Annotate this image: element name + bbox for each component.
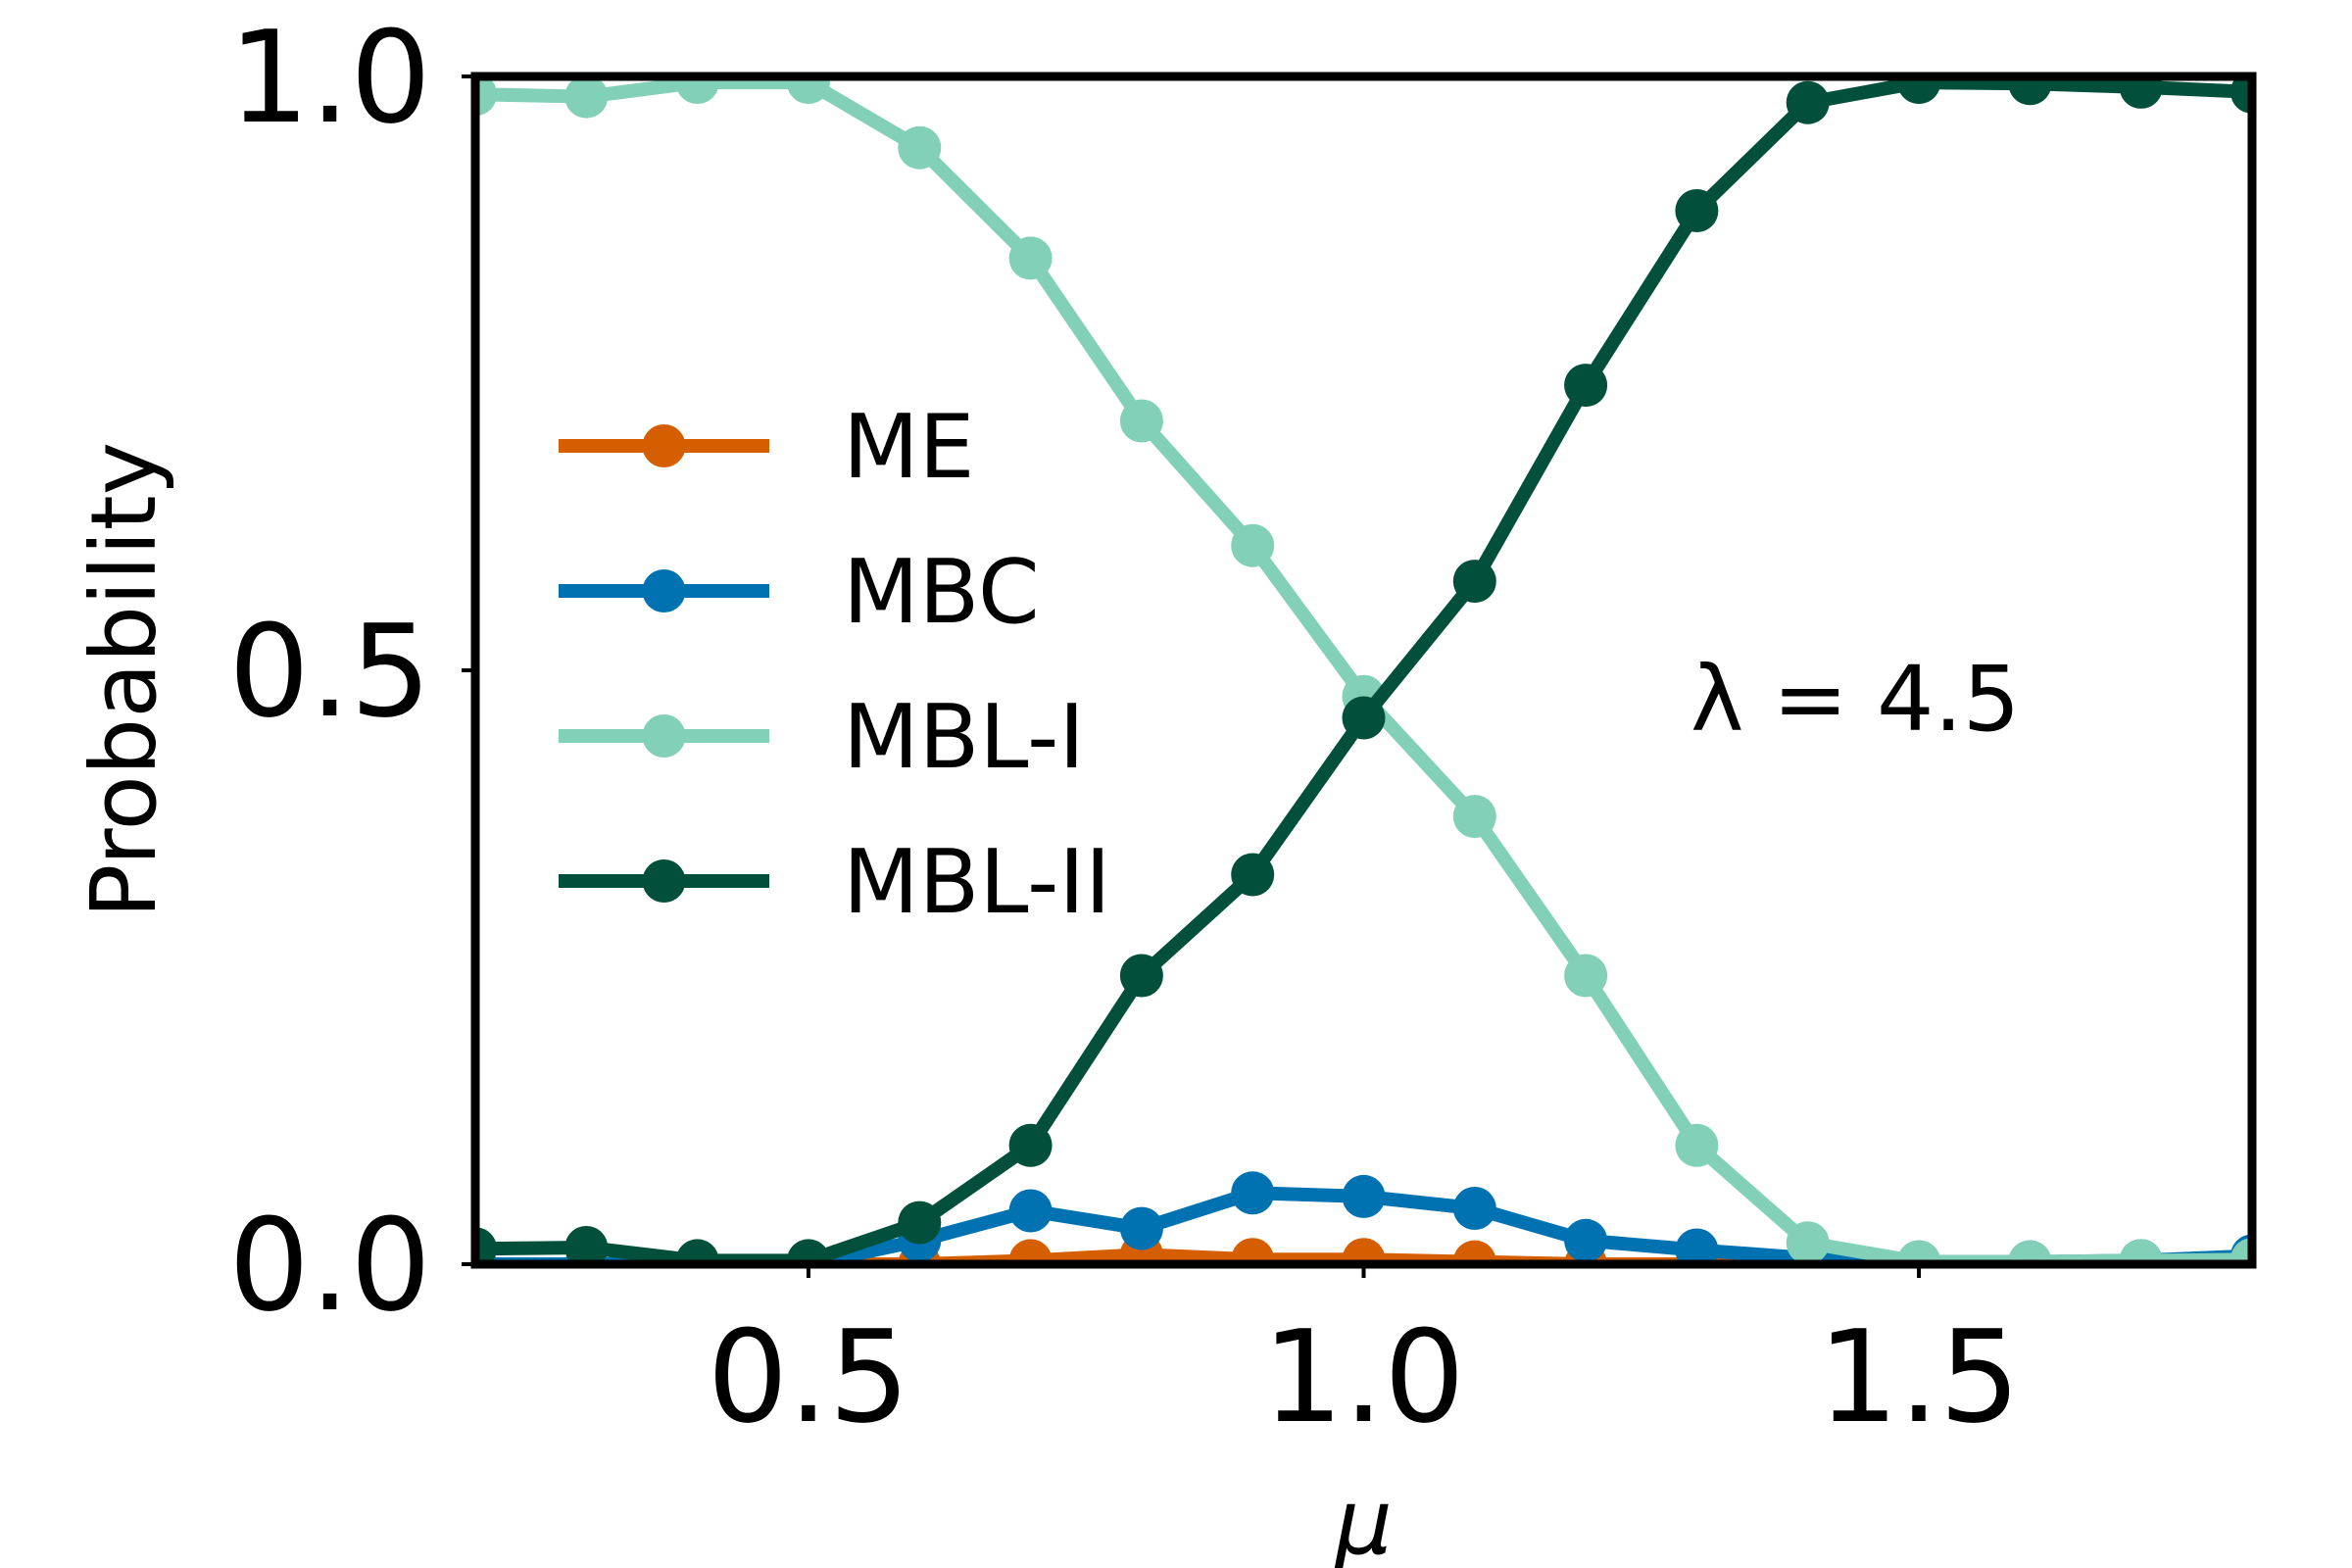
data-point-mbl-ii <box>786 1239 830 1264</box>
data-point-mbc <box>1231 1171 1275 1215</box>
data-point-mbl-i <box>1786 1221 1830 1264</box>
y-axis-label: Probability <box>72 442 176 918</box>
data-point-mbl-i <box>2008 1240 2052 1264</box>
legend-item-mbl-ii: MBL-II <box>559 831 1111 934</box>
data-point-mbl-i <box>1564 954 1608 998</box>
data-point-me <box>1008 1239 1053 1264</box>
y-tick-label: 0.5 <box>228 597 431 746</box>
data-point-mbc <box>1008 1189 1053 1233</box>
data-point-mbc <box>1675 1228 1719 1264</box>
legend-item-mbl-i: MBL-I <box>559 686 1085 789</box>
data-point-mbl-ii <box>898 1200 942 1245</box>
legend-label: MBC <box>843 541 1040 644</box>
data-point-mbl-i <box>786 76 830 105</box>
x-tick-label: 1.0 <box>1262 1302 1465 1451</box>
data-point-mbl-i <box>1897 1240 1941 1264</box>
data-point-mbl-ii <box>675 1239 719 1264</box>
data-point-mbl-i <box>1119 399 1163 443</box>
data-point-mbc <box>1342 1174 1386 1218</box>
legend-item-mbc: MBC <box>559 541 1040 644</box>
data-point-mbl-i <box>1452 795 1496 839</box>
data-point-mbl-ii <box>1452 560 1496 604</box>
data-point-mbl-ii <box>1675 189 1719 232</box>
data-point-me <box>1452 1240 1496 1264</box>
data-point-mbl-ii <box>1231 853 1275 897</box>
legend-label: ME <box>843 396 975 499</box>
data-point-mbl-i <box>564 76 609 119</box>
data-point-mbl-i <box>2230 1238 2252 1264</box>
legend: ME MBC MBL-I MBL-II <box>559 396 1111 934</box>
data-point-mbl-ii <box>1786 80 1830 124</box>
data-point-mbl-ii <box>2008 76 2052 106</box>
y-tick-label: 0.0 <box>228 1191 431 1340</box>
data-point-mbc <box>1119 1206 1163 1250</box>
data-point-mbl-ii <box>2119 76 2163 109</box>
data-point-mbl-ii <box>564 1226 609 1264</box>
y-tick-label: 1.0 <box>228 3 431 152</box>
data-point-me <box>1231 1238 1275 1264</box>
data-point-mbl-ii <box>1564 364 1608 408</box>
data-point-mbl-i <box>675 76 719 105</box>
data-point-me <box>1342 1238 1386 1264</box>
data-point-mbl-ii <box>1008 1123 1053 1167</box>
data-point-mbl-ii <box>2230 76 2252 114</box>
data-point-mbl-i <box>475 76 497 117</box>
x-tick-label: 1.5 <box>1818 1302 2021 1451</box>
legend-label: MBL-II <box>843 831 1111 934</box>
data-point-mbc <box>1564 1218 1608 1262</box>
data-point-mbl-i <box>1675 1123 1719 1167</box>
legend-marker <box>642 859 686 903</box>
data-point-mbl-i <box>898 125 942 170</box>
legend-marker <box>642 424 686 467</box>
data-point-mbl-i <box>2119 1239 2163 1264</box>
data-point-mbl-ii <box>475 1227 497 1264</box>
x-axis-label: μ <box>1333 1470 1393 1568</box>
legend-item-me: ME <box>559 396 975 499</box>
legend-marker <box>642 714 686 758</box>
data-point-mbc <box>1452 1187 1496 1230</box>
data-point-mbl-ii <box>1342 696 1386 740</box>
data-point-mbl-ii <box>1897 76 1941 105</box>
lambda-annotation: λ = 4.5 <box>1690 647 2020 752</box>
x-tick-label: 0.5 <box>708 1302 910 1451</box>
data-point-mbl-i <box>1008 236 1053 280</box>
legend-marker <box>642 569 686 612</box>
data-point-mbl-i <box>1231 523 1275 567</box>
tick-layer: 0.5 1.0 1.5 0.0 0.5 1.0 <box>228 3 2020 1451</box>
data-point-mbl-ii <box>1119 954 1163 998</box>
legend-label: MBL-I <box>843 686 1085 789</box>
